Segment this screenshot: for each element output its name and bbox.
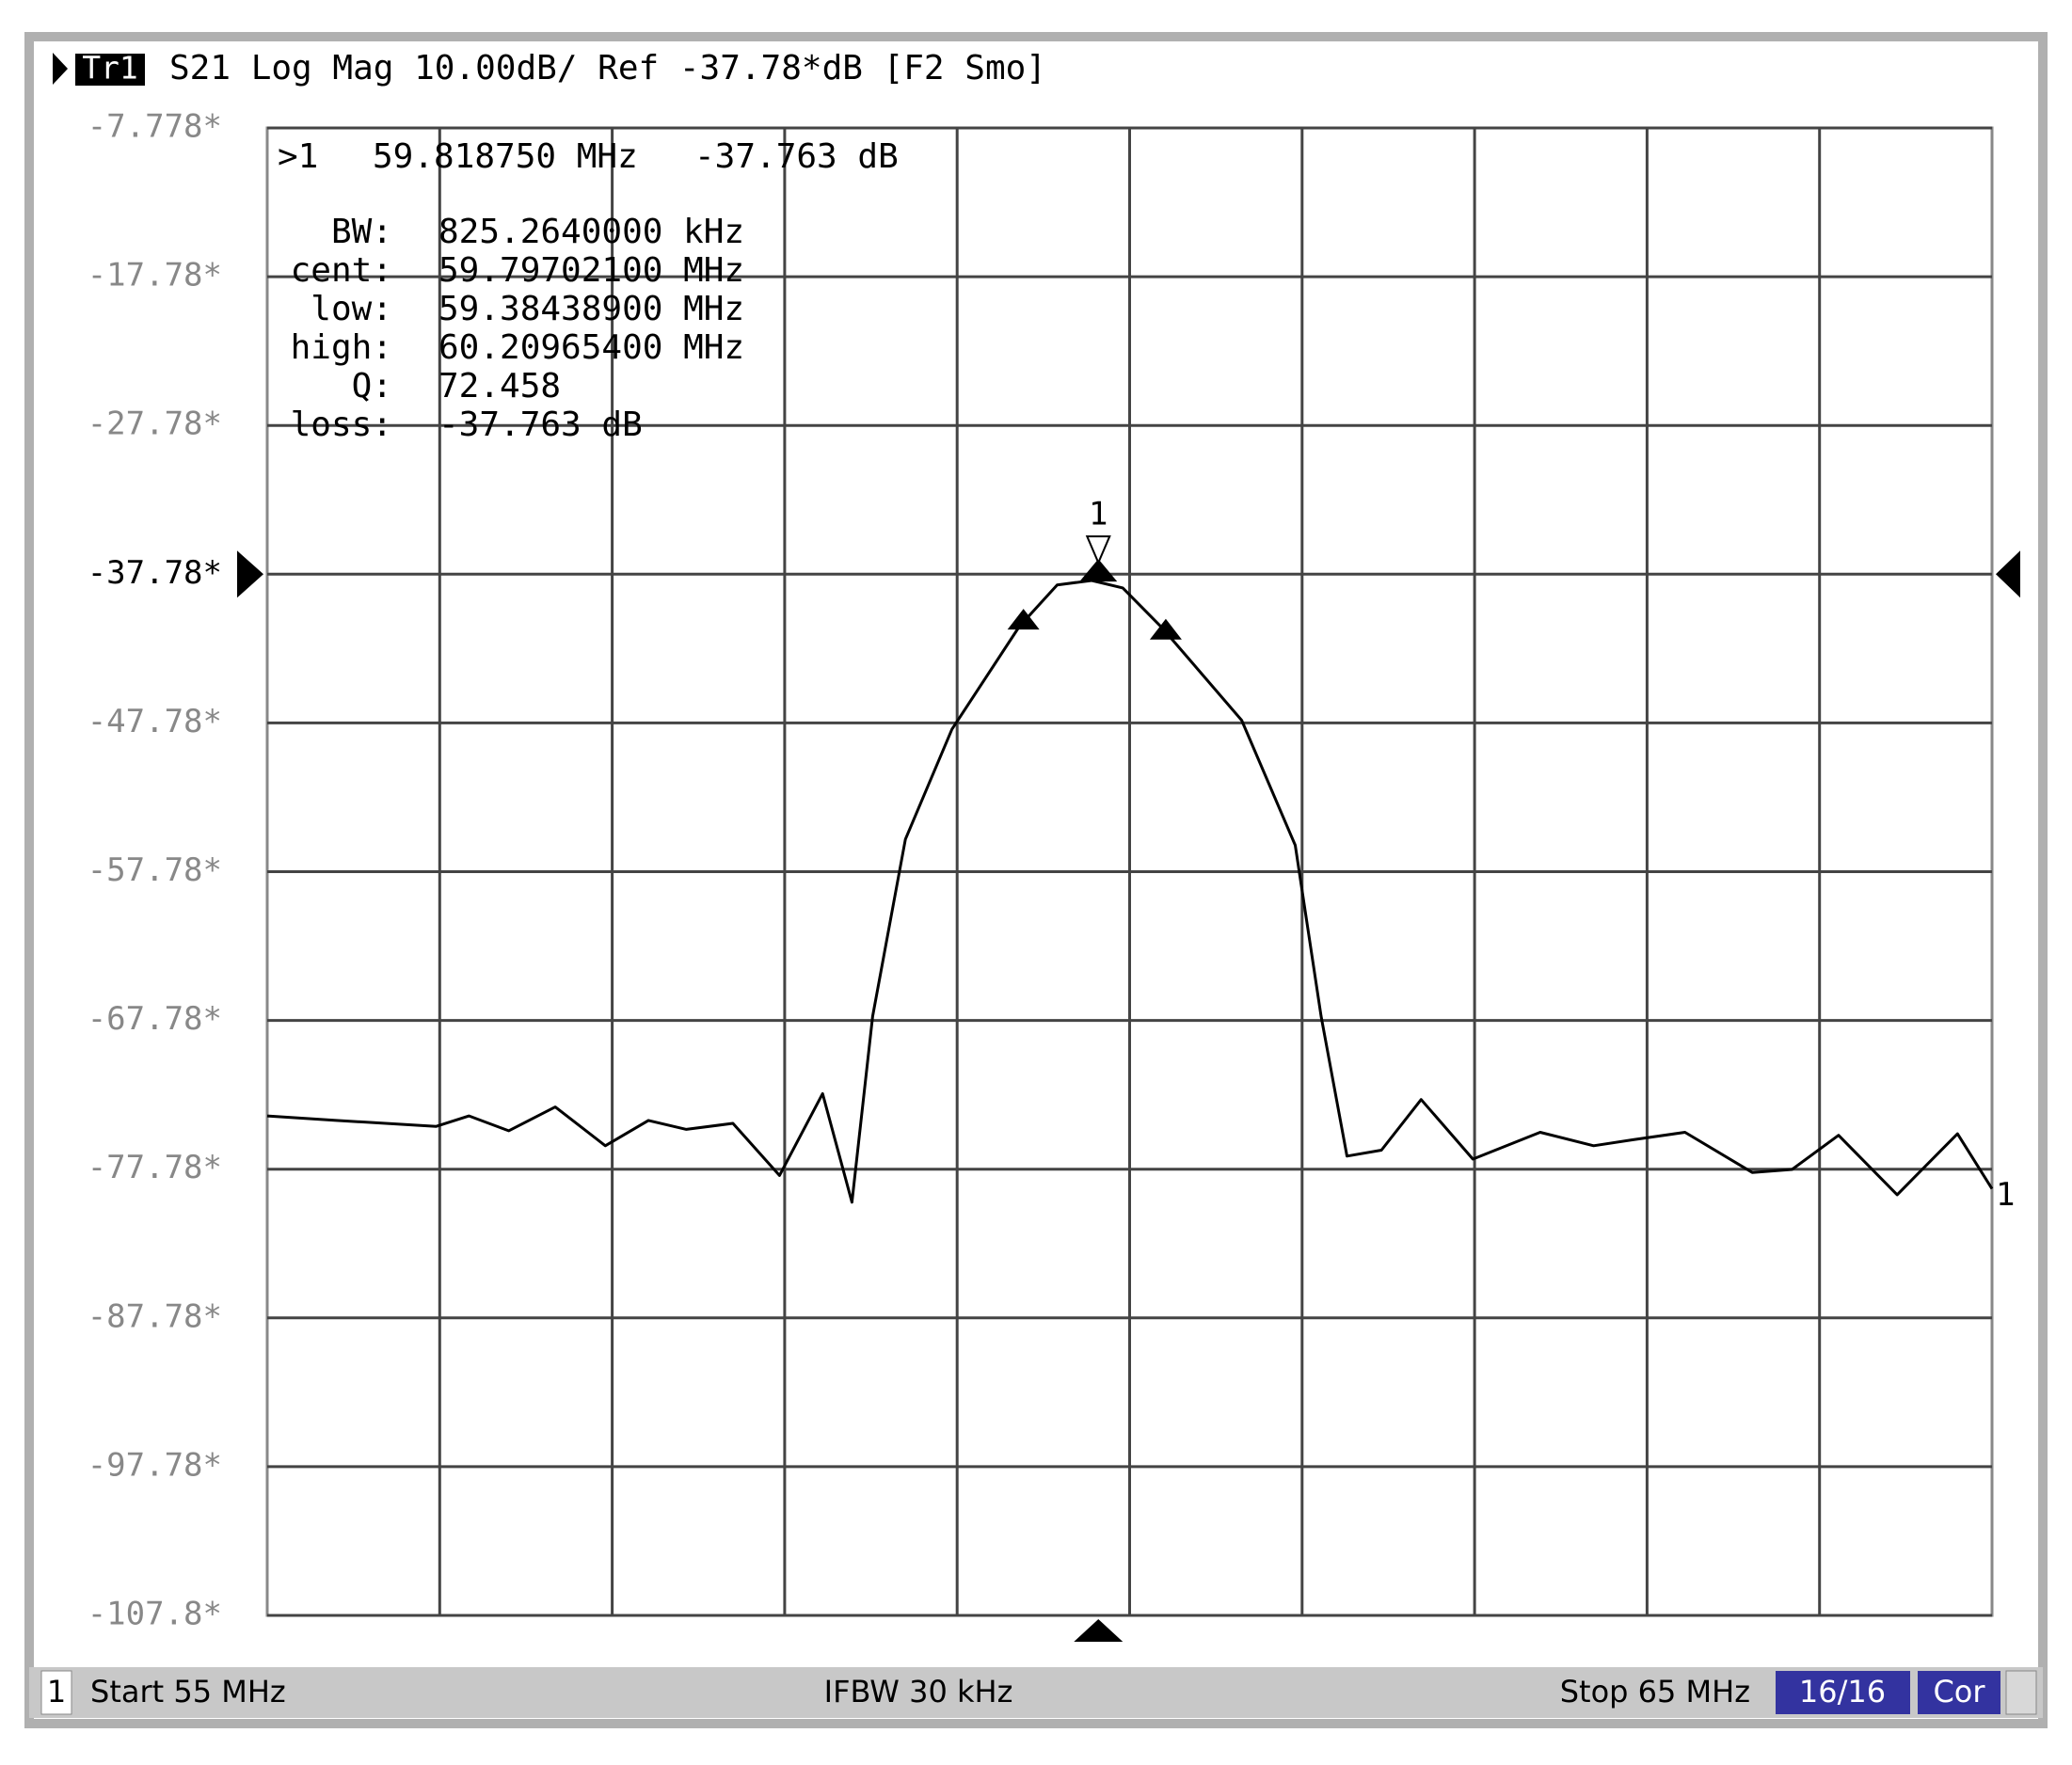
bandwidth-marker xyxy=(1149,618,1182,640)
sweep-count: 16/16 xyxy=(1799,1674,1886,1709)
readout-value: 72.458 xyxy=(438,367,561,405)
y-tick-label: -27.78* xyxy=(88,405,222,443)
readout-label: low: xyxy=(311,290,392,328)
active-trace-arrow xyxy=(53,53,68,85)
readout-value: 60.20965400 MHz xyxy=(438,328,744,367)
y-tick-label: -37.78* xyxy=(88,554,222,592)
y-tick-label: -7.778* xyxy=(88,108,222,146)
channel-box xyxy=(40,1670,72,1715)
channel: 1 xyxy=(47,1674,66,1709)
marker-pointer xyxy=(1085,535,1111,565)
y-tick-label: -87.78* xyxy=(88,1297,222,1335)
readout-response: -37.763 dB xyxy=(694,137,899,176)
marker-stimulus-arrow xyxy=(1074,1619,1124,1642)
stop-frequency: Stop 65 MHz xyxy=(1560,1674,1750,1709)
spare-box xyxy=(2005,1670,2037,1715)
readout-label: BW: xyxy=(331,213,392,251)
y-tick-label: -107.8* xyxy=(88,1596,222,1633)
readout-value: 59.79702100 MHz xyxy=(438,251,744,290)
trace-header: S21 Log Mag 10.00dB/ Ref -37.78*dB [F2 S… xyxy=(169,49,1046,87)
sweep-count-box xyxy=(1776,1671,1910,1714)
readout-value: 825.2640000 kHz xyxy=(438,213,744,251)
bandwidth-marker xyxy=(1007,609,1040,630)
readout-value: -37.763 dB xyxy=(438,405,643,444)
readout-rows: BW: 825.2640000 kHz cent: 59.79702100 MHz lo… xyxy=(291,213,744,444)
start-frequency: Start 55 MHz xyxy=(90,1674,286,1709)
correction: Cor xyxy=(1933,1674,1985,1709)
readout-label: high: xyxy=(291,328,392,367)
reference-arrow-left xyxy=(237,550,263,598)
y-tick-label: -17.78* xyxy=(88,257,222,294)
status-bar xyxy=(29,1667,2043,1718)
trace xyxy=(266,579,1994,1204)
readout-stimulus: 59.818750 MHz xyxy=(373,137,638,176)
y-tick-label: -77.78* xyxy=(88,1149,222,1186)
plot: -7.778* -17.78* -27.78* -37.78* -47.78* -57.7… xyxy=(88,108,2020,1642)
readout-label: cent: xyxy=(291,251,392,290)
trace-id: Tr1 xyxy=(82,50,138,87)
marker-triangle xyxy=(1079,559,1118,582)
correction-box xyxy=(1918,1671,2000,1714)
trace-badge xyxy=(75,54,145,86)
y-tick-label: -57.78* xyxy=(88,851,222,889)
window-frame xyxy=(24,32,2048,1728)
readout-label: loss: xyxy=(291,405,392,444)
reference-arrow-right xyxy=(1996,550,2020,598)
readout-label: Q: xyxy=(352,367,392,405)
ifbw: IFBW 30 kHz xyxy=(824,1674,1013,1709)
trace-end-label: 1 xyxy=(1996,1176,2015,1214)
y-tick-label: -47.78* xyxy=(88,703,222,740)
marker-readout: >1 59.818750 MHz -37.763 dB BW: 825.26400… xyxy=(278,137,899,444)
y-tick-label: -97.78* xyxy=(88,1446,222,1484)
marker-label: 1 xyxy=(1089,496,1108,533)
y-tick-label: -67.78* xyxy=(88,1000,222,1038)
readout-id: >1 xyxy=(278,137,318,176)
readout-value: 59.38438900 MHz xyxy=(438,290,744,328)
